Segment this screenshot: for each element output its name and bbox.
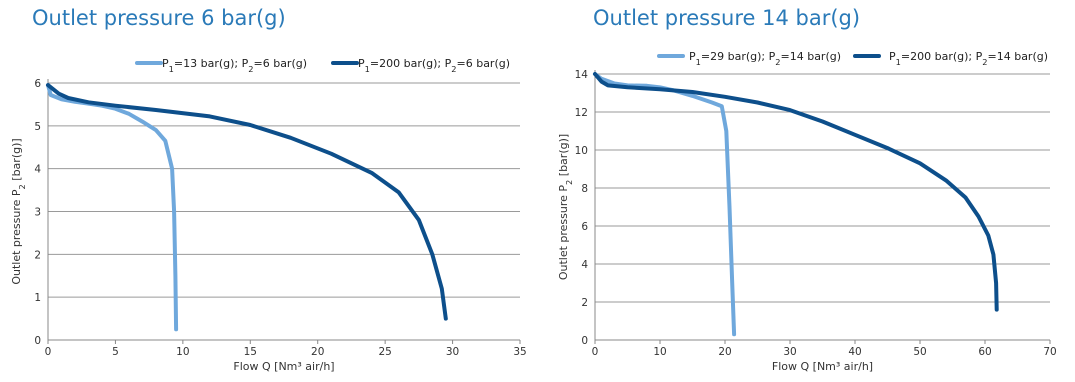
chart-left: Outlet pressure 6 bar(g) 0 1 2 3 4 5 6 0 5 10 15 20… [0,0,530,382]
y-tick-label: 8 [581,183,588,195]
y-tick-label: 6 [34,78,41,90]
y-axis-label: Outlet pressure P2 [bar(g)] [10,138,27,284]
x-tick-label: 30 [783,346,796,358]
legend: P1=13 bar(g); P2=6 bar(g) P1=200 bar(g); … [135,57,510,74]
y-tick-label: 12 [575,107,588,119]
y-tick-label: 4 [34,164,41,176]
x-tick-label: 60 [978,346,991,358]
gridlines [595,73,1050,303]
y-tick-label: 3 [34,207,41,219]
chart-title: Outlet pressure 6 bar(g) [32,6,286,30]
x-tick-label: 25 [378,346,391,358]
x-tick-label: 0 [592,346,599,358]
legend: P1=29 bar(g); P2=14 bar(g) P1=200 bar(g);… [657,50,1048,67]
x-tick-label: 70 [1043,346,1056,358]
series-line-2 [46,83,448,321]
y-axis-label: Outlet pressure P2 [bar(g)] [557,134,574,280]
legend-label: P1=200 bar(g); P2=6 bar(g) [358,57,510,74]
legend-label: P1=200 bar(g); P2=14 bar(g) [889,50,1048,67]
y-tick-label: 2 [581,297,588,309]
y-tick-label: 4 [581,259,588,271]
chart-plot: 0 1 2 3 4 5 6 0 5 10 15 20 25 30 35 Flow Q [Nm³ air/h] O… [10,57,527,373]
x-tick-label: 20 [718,346,731,358]
chart-title: Outlet pressure 14 bar(g) [593,6,861,30]
x-tick-label: 20 [311,346,324,358]
series-line-2 [593,72,999,312]
legend-label: P1=29 bar(g); P2=14 bar(g) [689,50,841,67]
x-tick-label: 10 [653,346,666,358]
x-tick-label: 30 [446,346,459,358]
x-tick-label: 5 [112,346,119,358]
y-tick-label: 14 [575,69,589,81]
y-tick-label: 6 [581,221,588,233]
y-tick-label: 2 [34,249,41,261]
y-tick-label: 0 [581,335,588,347]
chart-plot: 0 2 4 6 8 10 12 14 0 10 20 30 40 50 60 70 Flow Q [Nm³ ai… [557,50,1057,373]
y-tick-label: 1 [34,292,41,304]
x-tick-label: 10 [176,346,189,358]
x-axis-label: Flow Q [Nm³ air/h] [233,360,334,373]
chart-right: Outlet pressure 14 bar(g) 0 2 4 6 8 10 12 14 0 10… [545,0,1075,382]
y-tick-label: 10 [575,145,588,157]
x-tick-label: 0 [45,346,52,358]
x-tick-label: 50 [913,346,926,358]
legend-label: P1=13 bar(g); P2=6 bar(g) [162,57,307,74]
gridlines [48,82,520,298]
series-line-1 [593,72,737,337]
x-axis-label: Flow Q [Nm³ air/h] [772,360,873,373]
x-tick-label: 40 [848,346,861,358]
y-tick-label: 5 [34,121,41,133]
x-tick-label: 15 [244,346,257,358]
series-line-1 [46,83,179,332]
x-tick-label: 35 [513,346,526,358]
y-tick-label: 0 [34,335,41,347]
